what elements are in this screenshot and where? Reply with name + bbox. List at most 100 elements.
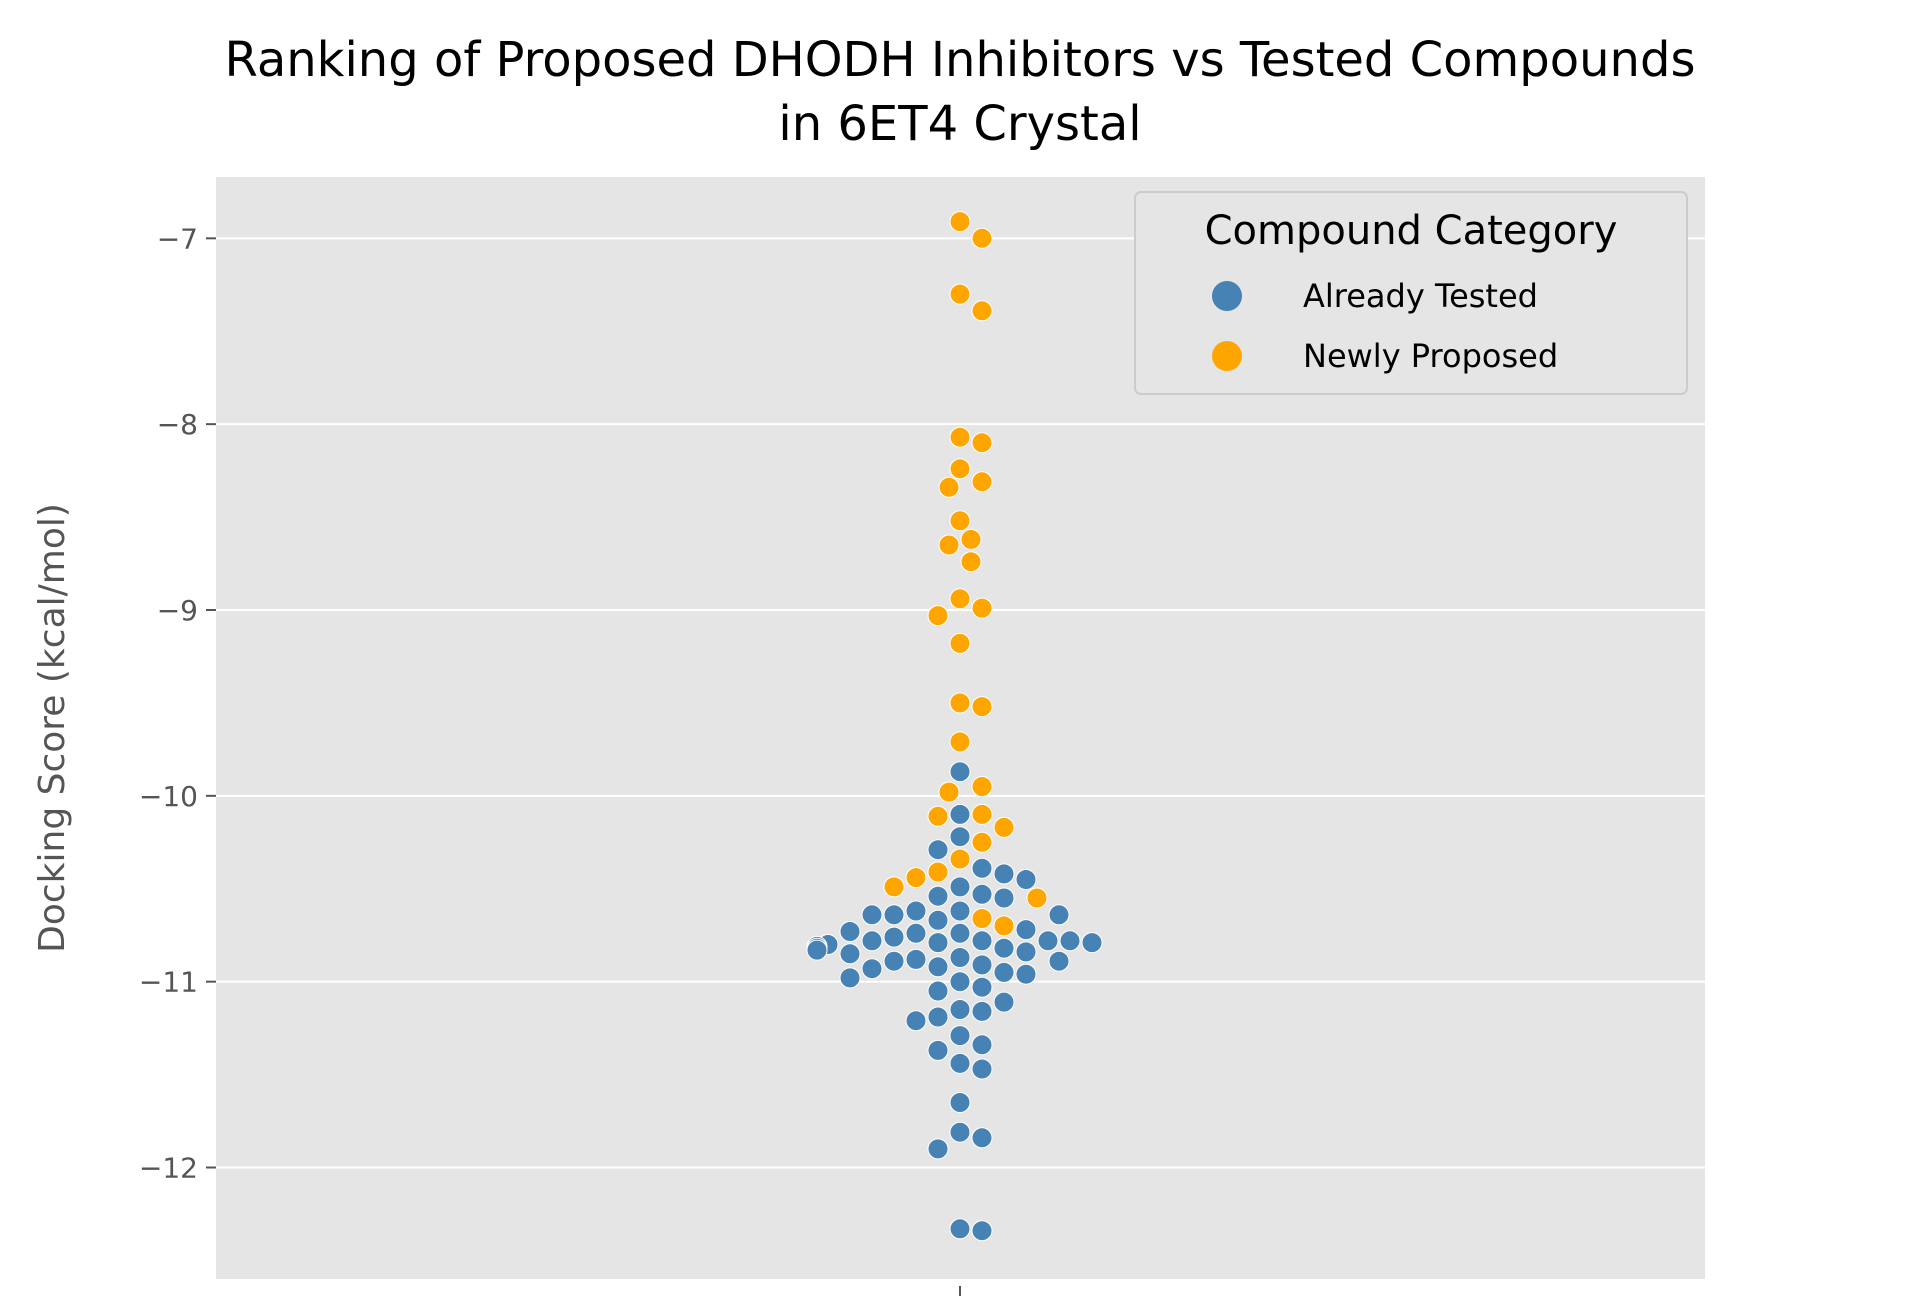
point-already-tested bbox=[949, 761, 971, 783]
point-already-tested bbox=[1015, 941, 1037, 963]
point-newly-proposed bbox=[971, 831, 993, 853]
point-newly-proposed bbox=[949, 848, 971, 870]
point-already-tested bbox=[905, 1010, 927, 1032]
y-tick-label: −8 bbox=[157, 408, 198, 441]
chart-title-line-1: Ranking of Proposed DHODH Inhibitors vs … bbox=[225, 32, 1696, 88]
point-already-tested bbox=[883, 904, 905, 926]
y-tick-label: −10 bbox=[139, 780, 198, 813]
point-already-tested bbox=[949, 1052, 971, 1074]
point-already-tested bbox=[949, 971, 971, 993]
point-newly-proposed bbox=[960, 528, 982, 550]
point-newly-proposed bbox=[971, 300, 993, 322]
point-already-tested bbox=[1015, 919, 1037, 941]
point-already-tested bbox=[971, 1127, 993, 1149]
point-already-tested bbox=[971, 1220, 993, 1242]
point-already-tested bbox=[949, 922, 971, 944]
point-already-tested bbox=[971, 954, 993, 976]
chart-title-line-2: in 6ET4 Crystal bbox=[778, 96, 1141, 152]
point-newly-proposed bbox=[949, 283, 971, 305]
point-newly-proposed bbox=[883, 876, 905, 898]
point-already-tested bbox=[971, 1058, 993, 1080]
point-newly-proposed bbox=[949, 731, 971, 753]
point-newly-proposed bbox=[949, 588, 971, 610]
point-already-tested bbox=[1081, 932, 1103, 954]
point-already-tested bbox=[861, 904, 883, 926]
point-already-tested bbox=[949, 1121, 971, 1143]
point-already-tested bbox=[993, 863, 1015, 885]
point-already-tested bbox=[993, 991, 1015, 1013]
point-already-tested bbox=[806, 939, 828, 961]
point-newly-proposed bbox=[993, 915, 1015, 937]
point-newly-proposed bbox=[938, 781, 960, 803]
point-newly-proposed bbox=[971, 696, 993, 718]
point-newly-proposed bbox=[927, 861, 949, 883]
point-already-tested bbox=[927, 980, 949, 1002]
legend-title: Compound Category bbox=[1205, 208, 1618, 254]
point-already-tested bbox=[927, 1138, 949, 1160]
point-newly-proposed bbox=[949, 426, 971, 448]
point-already-tested bbox=[971, 1034, 993, 1056]
y-tick-label: −12 bbox=[139, 1151, 198, 1184]
point-already-tested bbox=[927, 1006, 949, 1028]
point-already-tested bbox=[1015, 869, 1037, 890]
point-already-tested bbox=[949, 803, 971, 825]
y-tick-label: −7 bbox=[157, 222, 198, 255]
point-already-tested bbox=[1015, 963, 1037, 985]
point-already-tested bbox=[927, 839, 949, 861]
point-already-tested bbox=[971, 976, 993, 998]
point-already-tested bbox=[993, 887, 1015, 909]
legend-label-already-tested: Already Tested bbox=[1303, 277, 1538, 315]
point-newly-proposed bbox=[938, 476, 960, 498]
point-newly-proposed bbox=[949, 510, 971, 532]
point-newly-proposed bbox=[971, 597, 993, 619]
legend-marker-already-tested bbox=[1212, 281, 1242, 311]
point-already-tested bbox=[949, 1218, 971, 1240]
point-newly-proposed bbox=[927, 605, 949, 627]
point-already-tested bbox=[971, 930, 993, 952]
point-already-tested bbox=[949, 1025, 971, 1047]
point-newly-proposed bbox=[971, 776, 993, 797]
y-axis-ticks: −12 −11 −10 −9 −8 −7 bbox=[139, 222, 216, 1184]
data-points bbox=[806, 211, 1103, 1242]
point-already-tested bbox=[993, 961, 1015, 983]
point-already-tested bbox=[905, 900, 927, 922]
point-already-tested bbox=[949, 947, 971, 968]
point-already-tested bbox=[971, 883, 993, 905]
point-already-tested bbox=[883, 926, 905, 948]
point-already-tested bbox=[1048, 904, 1070, 926]
point-newly-proposed bbox=[1026, 887, 1048, 909]
point-already-tested bbox=[905, 948, 927, 970]
y-tick-label: −9 bbox=[157, 594, 198, 627]
point-newly-proposed bbox=[993, 816, 1015, 838]
point-already-tested bbox=[905, 922, 927, 944]
point-already-tested bbox=[1048, 950, 1070, 972]
point-already-tested bbox=[839, 967, 861, 989]
point-already-tested bbox=[927, 1039, 949, 1061]
point-already-tested bbox=[927, 956, 949, 978]
point-already-tested bbox=[839, 921, 861, 942]
point-already-tested bbox=[839, 943, 861, 965]
point-newly-proposed bbox=[971, 471, 993, 493]
point-already-tested bbox=[971, 1000, 993, 1022]
y-axis-label: Docking Score (kcal/mol) bbox=[32, 503, 73, 953]
point-already-tested bbox=[949, 826, 971, 848]
point-already-tested bbox=[927, 909, 949, 931]
legend-label-newly-proposed: Newly Proposed bbox=[1303, 337, 1558, 375]
point-already-tested bbox=[861, 958, 883, 980]
point-already-tested bbox=[949, 1092, 971, 1113]
point-newly-proposed bbox=[971, 803, 993, 825]
point-newly-proposed bbox=[927, 805, 949, 827]
point-newly-proposed bbox=[949, 211, 971, 233]
point-newly-proposed bbox=[949, 458, 971, 480]
point-newly-proposed bbox=[960, 551, 982, 573]
point-already-tested bbox=[949, 999, 971, 1020]
point-newly-proposed bbox=[971, 908, 993, 929]
point-already-tested bbox=[927, 932, 949, 954]
point-already-tested bbox=[1037, 930, 1059, 952]
legend-marker-newly-proposed bbox=[1212, 341, 1242, 371]
point-already-tested bbox=[993, 937, 1015, 959]
legend: Compound Category Already Tested Newly P… bbox=[1134, 191, 1688, 395]
point-newly-proposed bbox=[971, 227, 993, 249]
point-newly-proposed bbox=[905, 867, 927, 889]
